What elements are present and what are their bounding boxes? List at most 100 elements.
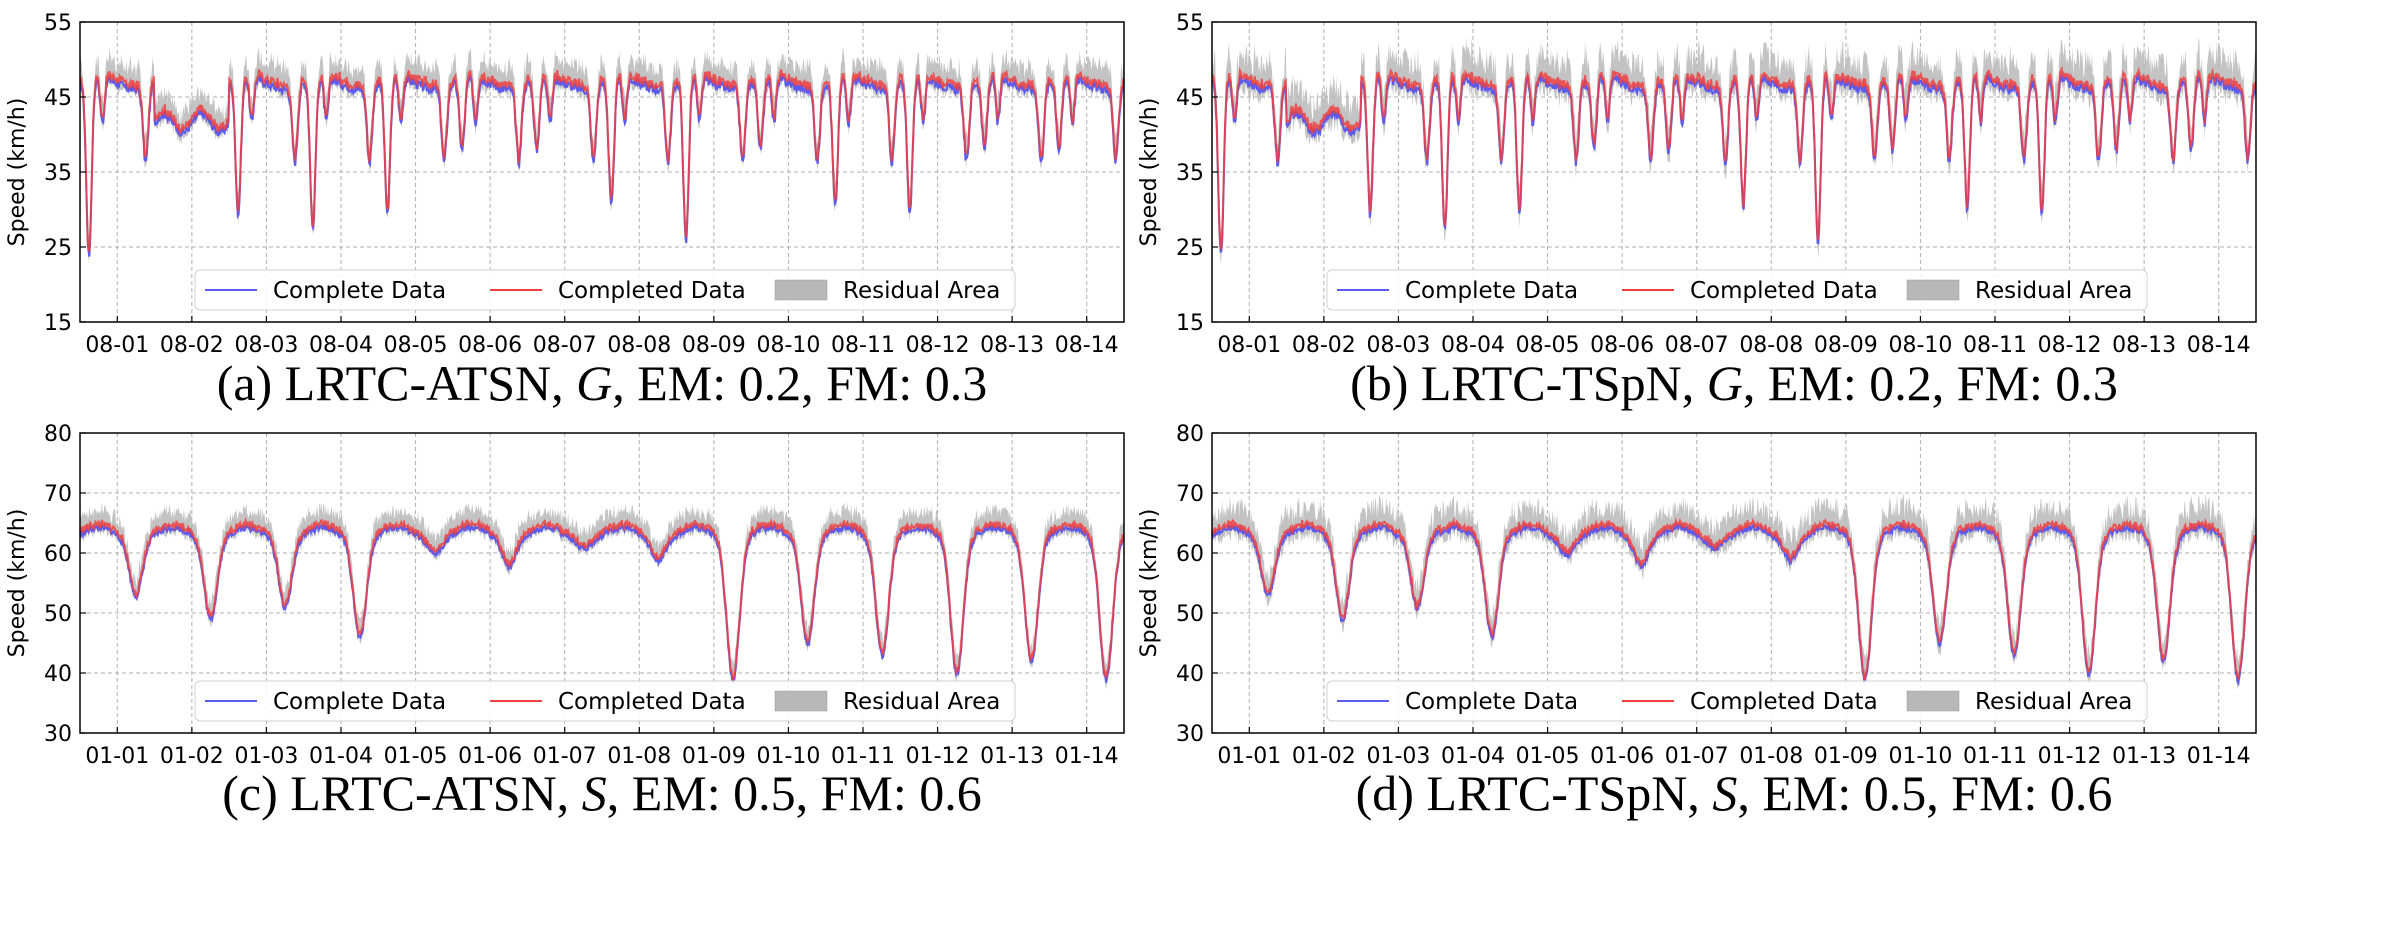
legend-complete-label: Complete Data bbox=[1405, 689, 1578, 715]
x-tick-label: 08-02 bbox=[1292, 333, 1356, 358]
complete-data-line bbox=[79, 521, 1125, 684]
legend-residual-swatch bbox=[1906, 279, 1960, 301]
y-axis-label: Speed (km/h) bbox=[5, 98, 30, 247]
y-tick-label: 60 bbox=[44, 542, 72, 567]
legend-completed-label: Completed Data bbox=[558, 278, 746, 304]
legend-residual-swatch bbox=[1906, 690, 1960, 712]
legend: Complete Data Completed Data Residual Area bbox=[1326, 680, 2148, 722]
x-tick-label: 01-03 bbox=[234, 744, 298, 769]
x-tick-label: 08-05 bbox=[1516, 333, 1580, 358]
y-tick-label: 80 bbox=[44, 422, 72, 447]
x-tick-label: 01-04 bbox=[1441, 744, 1505, 769]
caption-suffix: , EM: 0.2, FM: 0.3 bbox=[612, 355, 987, 411]
y-tick-label: 35 bbox=[44, 161, 72, 186]
legend: Complete Data Completed Data Residual Area bbox=[1326, 269, 2148, 311]
x-tick-label: 08-10 bbox=[1888, 333, 1952, 358]
residual-area bbox=[1212, 36, 2256, 265]
x-tick-label: 08-11 bbox=[831, 333, 895, 358]
legend-residual-label: Residual Area bbox=[1975, 689, 2132, 715]
x-tick-label: 08-07 bbox=[533, 333, 597, 358]
legend: Complete Data Completed Data Residual Area bbox=[194, 269, 1016, 311]
caption-symbol: G bbox=[1707, 355, 1743, 411]
caption-suffix: , EM: 0.5, FM: 0.6 bbox=[1737, 765, 2112, 821]
x-tick-label: 08-12 bbox=[2038, 333, 2102, 358]
y-tick-label: 35 bbox=[1176, 161, 1204, 186]
y-tick-label: 55 bbox=[44, 11, 72, 36]
x-tick-label: 01-11 bbox=[831, 744, 895, 769]
x-tick-label: 08-13 bbox=[2112, 333, 2176, 358]
completed-data-line bbox=[1211, 516, 2257, 681]
x-tick-label: 01-05 bbox=[1516, 744, 1580, 769]
panel-caption: (d) LRTC-TSpN, S, EM: 0.5, FM: 0.6 bbox=[1356, 765, 2113, 821]
x-tick-label: 01-02 bbox=[1292, 744, 1356, 769]
x-tick-label: 01-12 bbox=[2038, 744, 2102, 769]
x-tick-label: 01-09 bbox=[1814, 744, 1878, 769]
legend: Complete Data Completed Data Residual Area bbox=[194, 680, 1016, 722]
x-tick-label: 08-14 bbox=[2187, 333, 2251, 358]
residual-area bbox=[1212, 493, 2256, 693]
x-tick-label: 08-14 bbox=[1055, 333, 1119, 358]
legend-completed-label: Completed Data bbox=[1690, 278, 1878, 304]
panel-c: 30 40 50 60 70 80 01-01 01-02 01-03 01-04 01-05 01-… bbox=[5, 422, 1125, 821]
legend-complete-label: Complete Data bbox=[273, 278, 446, 304]
x-tick-label: 01-14 bbox=[2187, 744, 2251, 769]
completed-data-line bbox=[79, 516, 1125, 684]
x-tick-label: 01-08 bbox=[607, 744, 671, 769]
panel-b: 15 25 35 45 55 08-01 08-02 08-03 08-04 08-05 08-06… bbox=[1137, 11, 2257, 411]
x-tick-label: 08-04 bbox=[1441, 333, 1505, 358]
y-axis-label: Speed (km/h) bbox=[1137, 509, 1162, 658]
legend-residual-label: Residual Area bbox=[843, 689, 1000, 715]
y-tick-label: 15 bbox=[44, 311, 72, 336]
y-tick-label: 45 bbox=[44, 86, 72, 111]
x-tick-label: 08-06 bbox=[458, 333, 522, 358]
legend-residual-label: Residual Area bbox=[843, 278, 1000, 304]
legend-completed-label: Completed Data bbox=[558, 689, 746, 715]
y-tick-label: 40 bbox=[1176, 662, 1204, 687]
x-tick-label: 08-08 bbox=[607, 333, 671, 358]
x-tick-label: 01-09 bbox=[682, 744, 746, 769]
x-tick-label: 08-01 bbox=[85, 333, 149, 358]
x-tick-label: 01-10 bbox=[1888, 744, 1952, 769]
completed-data-line bbox=[79, 68, 1125, 252]
x-tick-label: 01-07 bbox=[533, 744, 597, 769]
caption-symbol: S bbox=[1712, 765, 1737, 821]
y-tick-label: 15 bbox=[1176, 311, 1204, 336]
caption-prefix: (a) LRTC-ATSN, bbox=[217, 355, 576, 411]
y-tick-label: 55 bbox=[1176, 11, 1204, 36]
x-tick-label: 01-14 bbox=[1055, 744, 1119, 769]
residual-area bbox=[80, 46, 1124, 262]
x-tick-label: 01-06 bbox=[458, 744, 522, 769]
caption-symbol: S bbox=[582, 765, 607, 821]
complete-data-line bbox=[1211, 521, 2257, 686]
x-tick-label: 01-02 bbox=[160, 744, 224, 769]
grid bbox=[80, 432, 1124, 734]
x-tick-label: 08-07 bbox=[1665, 333, 1729, 358]
caption-suffix: , EM: 0.5, FM: 0.6 bbox=[607, 765, 982, 821]
x-tick-label: 01-10 bbox=[756, 744, 820, 769]
panel-caption: (b) LRTC-TSpN, G, EM: 0.2, FM: 0.3 bbox=[1350, 355, 2118, 411]
panel-d: 30 40 50 60 70 80 01-01 01-02 01-03 01-04 01-05 01-… bbox=[1137, 422, 2257, 821]
legend-residual-swatch bbox=[774, 690, 828, 712]
x-tick-label: 08-06 bbox=[1590, 333, 1654, 358]
y-tick-label: 60 bbox=[1176, 542, 1204, 567]
x-tick-label: 01-13 bbox=[2112, 744, 2176, 769]
x-tick-label: 01-06 bbox=[1590, 744, 1654, 769]
x-tick-label: 08-05 bbox=[384, 333, 448, 358]
legend-complete-label: Complete Data bbox=[273, 689, 446, 715]
x-tick-label: 01-01 bbox=[85, 744, 149, 769]
x-tick-label: 01-08 bbox=[1739, 744, 1803, 769]
x-tick-label: 08-04 bbox=[309, 333, 373, 358]
x-tick-label: 08-11 bbox=[1963, 333, 2027, 358]
x-tick-label: 01-01 bbox=[1217, 744, 1281, 769]
caption-suffix: , EM: 0.2, FM: 0.3 bbox=[1743, 355, 2118, 411]
legend-completed-label: Completed Data bbox=[1690, 689, 1878, 715]
caption-symbol: G bbox=[576, 355, 612, 411]
y-tick-label: 30 bbox=[44, 722, 72, 747]
x-tick-label: 08-09 bbox=[1814, 333, 1878, 358]
x-tick-label: 08-10 bbox=[756, 333, 820, 358]
legend-residual-swatch bbox=[774, 279, 828, 301]
x-tick-label: 01-03 bbox=[1366, 744, 1430, 769]
x-tick-label: 08-08 bbox=[1739, 333, 1803, 358]
y-tick-label: 45 bbox=[1176, 86, 1204, 111]
